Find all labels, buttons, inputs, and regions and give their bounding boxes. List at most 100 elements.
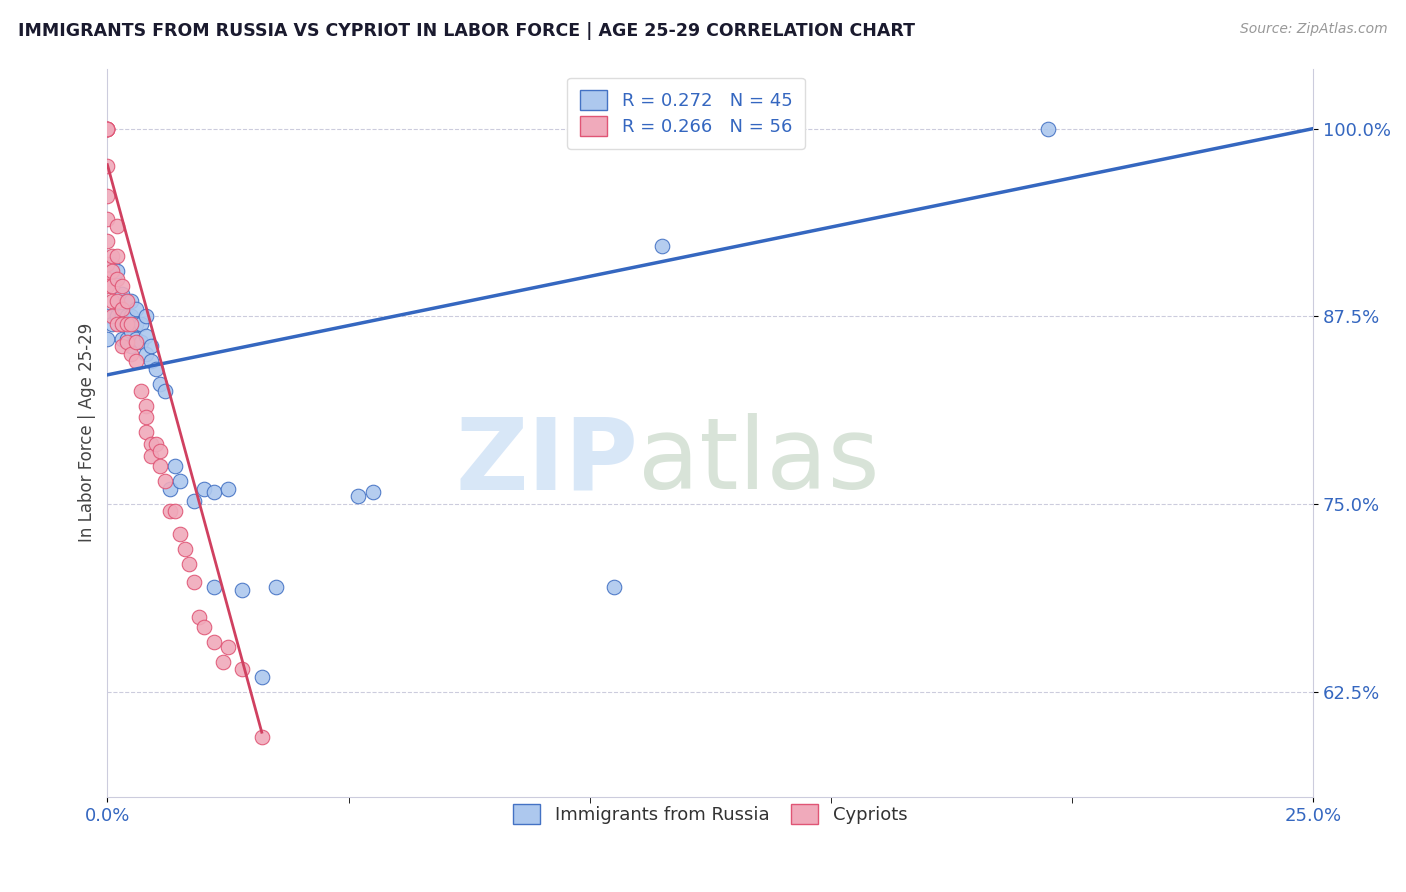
Point xyxy=(101,317,124,331)
Point xyxy=(139,449,162,463)
Point xyxy=(96,189,118,203)
Point xyxy=(121,294,143,309)
Point xyxy=(193,620,215,634)
Point xyxy=(125,354,148,368)
Point xyxy=(115,317,138,331)
Point xyxy=(96,159,118,173)
Point xyxy=(101,249,124,263)
Text: ZIP: ZIP xyxy=(456,413,638,510)
Point xyxy=(111,332,134,346)
Point xyxy=(96,310,118,324)
Point xyxy=(217,482,239,496)
Point xyxy=(105,219,128,234)
Point xyxy=(202,485,225,500)
Point xyxy=(105,249,128,263)
Point xyxy=(111,301,134,316)
Point xyxy=(105,294,128,309)
Point xyxy=(217,640,239,654)
Point xyxy=(139,339,162,353)
Point xyxy=(101,279,124,293)
Point xyxy=(149,444,172,458)
Point xyxy=(115,332,138,346)
Point xyxy=(135,347,157,361)
Point xyxy=(202,635,225,649)
Point xyxy=(179,557,201,571)
Point xyxy=(173,541,195,556)
Point xyxy=(96,121,118,136)
Point xyxy=(105,310,128,324)
Point xyxy=(159,482,181,496)
Point xyxy=(129,384,152,399)
Text: atlas: atlas xyxy=(638,413,880,510)
Point xyxy=(115,294,138,309)
Point xyxy=(149,376,172,391)
Point xyxy=(145,361,167,376)
Point xyxy=(101,294,124,309)
Point xyxy=(651,238,673,252)
Point xyxy=(96,121,118,136)
Point xyxy=(101,310,124,324)
Point xyxy=(163,459,186,474)
Point xyxy=(603,580,626,594)
Point xyxy=(96,121,118,136)
Point xyxy=(111,339,134,353)
Y-axis label: In Labor Force | Age 25-29: In Labor Force | Age 25-29 xyxy=(79,323,96,542)
Point xyxy=(101,257,124,271)
Point xyxy=(96,279,118,293)
Point xyxy=(115,294,138,309)
Point xyxy=(250,670,273,684)
Point xyxy=(96,257,118,271)
Point xyxy=(111,317,134,331)
Point xyxy=(155,475,177,489)
Point xyxy=(121,324,143,338)
Point xyxy=(96,121,118,136)
Point xyxy=(188,609,211,624)
Point xyxy=(139,354,162,368)
Point xyxy=(121,347,143,361)
Legend: Immigrants from Russia, Cypriots: Immigrants from Russia, Cypriots xyxy=(502,794,918,835)
Point xyxy=(212,655,235,669)
Point xyxy=(250,730,273,744)
Point xyxy=(361,485,384,500)
Point xyxy=(125,332,148,346)
Point xyxy=(135,400,157,414)
Text: IMMIGRANTS FROM RUSSIA VS CYPRIOT IN LABOR FORCE | AGE 25-29 CORRELATION CHART: IMMIGRANTS FROM RUSSIA VS CYPRIOT IN LAB… xyxy=(18,22,915,40)
Point xyxy=(121,339,143,353)
Point xyxy=(135,328,157,343)
Point xyxy=(135,425,157,439)
Point xyxy=(231,582,253,597)
Point xyxy=(96,234,118,248)
Point xyxy=(125,301,148,316)
Point xyxy=(155,384,177,399)
Point xyxy=(139,437,162,451)
Point xyxy=(231,662,253,676)
Point xyxy=(125,334,148,349)
Point xyxy=(96,332,118,346)
Point xyxy=(169,527,191,541)
Point xyxy=(121,317,143,331)
Point xyxy=(347,490,370,504)
Point xyxy=(202,580,225,594)
Point xyxy=(125,317,148,331)
Point xyxy=(193,482,215,496)
Point xyxy=(149,459,172,474)
Point xyxy=(1036,121,1059,136)
Point xyxy=(111,279,134,293)
Point xyxy=(183,494,205,508)
Point xyxy=(115,334,138,349)
Point xyxy=(115,310,138,324)
Point xyxy=(96,271,118,285)
Point xyxy=(135,409,157,424)
Point xyxy=(105,317,128,331)
Point xyxy=(105,271,128,285)
Point xyxy=(163,504,186,518)
Point xyxy=(264,580,287,594)
Point xyxy=(129,317,152,331)
Point xyxy=(101,264,124,278)
Point xyxy=(159,504,181,518)
Point xyxy=(111,286,134,301)
Point xyxy=(121,310,143,324)
Point xyxy=(129,334,152,349)
Point xyxy=(145,437,167,451)
Point xyxy=(111,310,134,324)
